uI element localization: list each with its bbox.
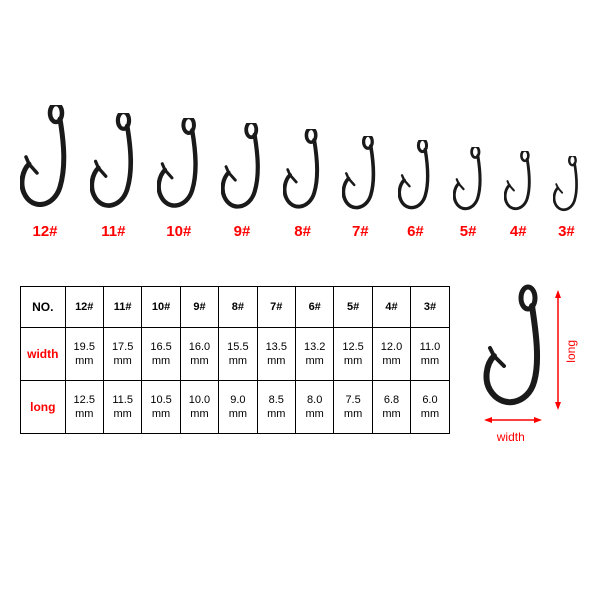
hook-item-4: 4# bbox=[504, 151, 533, 240]
width-7: 13.5mm bbox=[257, 328, 295, 381]
long-4: 6.8mm bbox=[372, 381, 410, 434]
width-12: 19.5mm bbox=[65, 328, 103, 381]
hook-label: 7# bbox=[352, 223, 369, 240]
hook-label: 12# bbox=[32, 223, 57, 240]
hook-icon bbox=[342, 136, 378, 215]
hook-item-7: 7# bbox=[342, 136, 378, 240]
hook-icon bbox=[283, 129, 322, 215]
long-3: 6.0mm bbox=[411, 381, 450, 434]
hook-icon bbox=[553, 156, 580, 215]
hook-label: 10# bbox=[166, 223, 191, 240]
table-width-row: width 19.5mm 17.5mm 16.5mm 16.0mm 15.5mm… bbox=[21, 328, 450, 381]
hook-icon bbox=[398, 140, 432, 215]
width-9: 16.0mm bbox=[180, 328, 218, 381]
width-11: 17.5mm bbox=[103, 328, 141, 381]
col-10: 10# bbox=[142, 287, 180, 328]
width-4: 12.0mm bbox=[372, 328, 410, 381]
hook-item-10: 10# bbox=[157, 118, 201, 240]
hook-item-3: 3# bbox=[553, 156, 580, 240]
col-8: 8# bbox=[219, 287, 257, 328]
width-5: 12.5mm bbox=[334, 328, 372, 381]
col-12: 12# bbox=[65, 287, 103, 328]
table-long-row: long 12.5mm 11.5mm 10.5mm 10.0mm 9.0mm 8… bbox=[21, 381, 450, 434]
long-10: 10.5mm bbox=[142, 381, 180, 434]
long-11: 11.5mm bbox=[103, 381, 141, 434]
header-no: NO. bbox=[21, 287, 66, 328]
hook-label: 5# bbox=[460, 223, 477, 240]
long-9: 10.0mm bbox=[180, 381, 218, 434]
hook-label: 6# bbox=[407, 223, 424, 240]
hook-icon bbox=[90, 113, 137, 215]
hook-label: 8# bbox=[294, 223, 311, 240]
hook-icon bbox=[221, 123, 263, 215]
width-3: 11.0mm bbox=[411, 328, 450, 381]
width-10: 16.5mm bbox=[142, 328, 180, 381]
width-8: 15.5mm bbox=[219, 328, 257, 381]
hook-item-12: 12# bbox=[20, 105, 70, 240]
hook-icon bbox=[453, 147, 484, 215]
long-5: 7.5mm bbox=[334, 381, 372, 434]
col-11: 11# bbox=[103, 287, 141, 328]
hook-label: 4# bbox=[510, 223, 527, 240]
hook-icon bbox=[504, 151, 533, 215]
hook-item-8: 8# bbox=[283, 129, 322, 240]
col-7: 7# bbox=[257, 287, 295, 328]
col-5: 5# bbox=[334, 287, 372, 328]
col-3: 3# bbox=[411, 287, 450, 328]
dim-label-width: width bbox=[497, 430, 525, 444]
rowhdr-width: width bbox=[21, 328, 66, 381]
hook-label: 9# bbox=[234, 223, 251, 240]
col-6: 6# bbox=[295, 287, 333, 328]
hook-item-6: 6# bbox=[398, 140, 432, 240]
hook-icon bbox=[20, 105, 70, 215]
hook-item-5: 5# bbox=[453, 147, 484, 240]
hook-icon bbox=[157, 118, 201, 215]
table-header-row: NO. 12# 11# 10# 9# 8# 7# 6# 5# 4# 3# bbox=[21, 287, 450, 328]
col-4: 4# bbox=[372, 287, 410, 328]
dim-label-long: long bbox=[564, 340, 578, 363]
table-section: NO. 12# 11# 10# 9# 8# 7# 6# 5# 4# 3# wid… bbox=[0, 250, 600, 440]
hooks-row: 12# 11# 10# 9# 8# 7# 6# 5# 4# 3# bbox=[0, 0, 600, 250]
long-6: 8.0mm bbox=[295, 381, 333, 434]
rowhdr-long: long bbox=[21, 381, 66, 434]
hook-label: 11# bbox=[101, 223, 125, 240]
long-7: 8.5mm bbox=[257, 381, 295, 434]
hook-item-11: 11# bbox=[90, 113, 137, 240]
size-table: NO. 12# 11# 10# 9# 8# 7# 6# 5# 4# 3# wid… bbox=[20, 286, 450, 434]
long-8: 9.0mm bbox=[219, 381, 257, 434]
hook-label: 3# bbox=[558, 223, 575, 240]
hook-item-9: 9# bbox=[221, 123, 263, 240]
col-9: 9# bbox=[180, 287, 218, 328]
width-6: 13.2mm bbox=[295, 328, 333, 381]
long-12: 12.5mm bbox=[65, 381, 103, 434]
dimension-diagram: long width bbox=[462, 280, 580, 440]
